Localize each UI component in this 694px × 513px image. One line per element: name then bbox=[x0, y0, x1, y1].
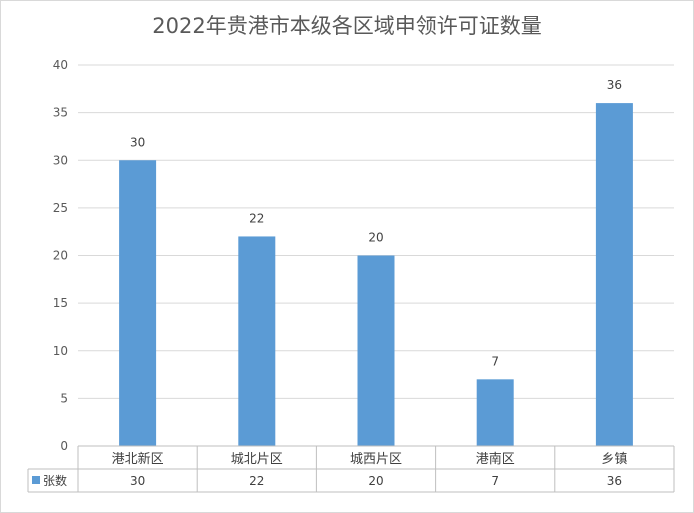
x-tick-label: 城北片区 bbox=[231, 452, 283, 467]
bar bbox=[119, 160, 157, 446]
chart-title: 2022年贵港市本级各区域申领许可证数量 bbox=[152, 14, 542, 38]
data-label: 30 bbox=[130, 135, 145, 149]
x-tick-label: 港北新区 bbox=[112, 451, 164, 467]
bars bbox=[119, 103, 633, 446]
data-label: 7 bbox=[491, 354, 499, 368]
y-tick-label: 5 bbox=[60, 391, 68, 405]
legend-label: 张数 bbox=[43, 473, 67, 488]
table-cell: 20 bbox=[368, 474, 383, 488]
y-tick-label: 15 bbox=[53, 296, 68, 310]
data-label: 36 bbox=[607, 78, 622, 92]
y-tick-label: 10 bbox=[53, 344, 68, 358]
bar bbox=[595, 103, 633, 446]
table-cell: 22 bbox=[249, 474, 264, 488]
x-tick-label: 港南区 bbox=[476, 451, 515, 467]
y-tick-label: 30 bbox=[53, 153, 68, 167]
bar bbox=[357, 255, 395, 446]
data-label: 20 bbox=[368, 231, 383, 245]
table-cell: 30 bbox=[130, 474, 145, 488]
y-axis-ticks: 0 5 10 15 20 25 30 35 40 bbox=[53, 58, 68, 453]
y-tick-label: 25 bbox=[53, 201, 68, 215]
x-tick-label: 乡镇 bbox=[601, 452, 627, 467]
y-tick-label: 40 bbox=[53, 58, 68, 72]
y-tick-label: 0 bbox=[60, 439, 68, 453]
table-cell: 36 bbox=[607, 474, 622, 488]
data-labels: 30 22 20 7 36 bbox=[130, 78, 622, 368]
bar bbox=[238, 236, 276, 446]
y-tick-label: 20 bbox=[53, 249, 68, 263]
table-cell: 7 bbox=[491, 474, 499, 488]
bar bbox=[476, 379, 514, 446]
y-tick-label: 35 bbox=[53, 106, 68, 120]
x-tick-label: 城西片区 bbox=[350, 452, 402, 467]
legend-swatch bbox=[32, 476, 40, 484]
data-label: 22 bbox=[249, 211, 264, 225]
